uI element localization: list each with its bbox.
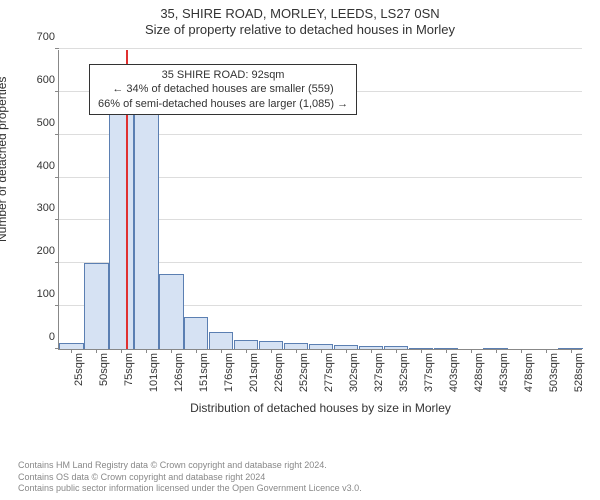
y-tick-label: 0 xyxy=(49,331,59,343)
y-tick-label: 700 xyxy=(37,31,59,43)
histogram-bar xyxy=(234,340,258,349)
histogram-bar xyxy=(184,317,208,349)
x-tick-label: 327sqm xyxy=(371,349,385,392)
histogram-bar xyxy=(109,113,133,349)
x-tick-label: 302sqm xyxy=(346,349,360,392)
annotation-line-3: 66% of semi-detached houses are larger (… xyxy=(98,97,348,111)
x-tick-label: 201sqm xyxy=(246,349,260,392)
chart-container: Number of detached properties Distributi… xyxy=(0,42,600,442)
histogram-bar xyxy=(84,263,108,349)
x-tick-label: 75sqm xyxy=(121,349,135,386)
histogram-bar xyxy=(159,274,183,349)
x-tick-label: 478sqm xyxy=(521,349,535,392)
plot-area: Distribution of detached houses by size … xyxy=(58,50,582,350)
title-line-2: Size of property relative to detached ho… xyxy=(0,22,600,38)
x-tick-label: 126sqm xyxy=(171,349,185,392)
x-tick-label: 503sqm xyxy=(546,349,560,392)
y-tick-mark xyxy=(55,48,59,49)
footer-line-1: Contains HM Land Registry data © Crown c… xyxy=(18,460,362,471)
x-tick-label: 428sqm xyxy=(471,349,485,392)
chart-title: 35, SHIRE ROAD, MORLEY, LEEDS, LS27 0SN … xyxy=(0,0,600,39)
y-tick-label: 400 xyxy=(37,160,59,172)
footer-attribution: Contains HM Land Registry data © Crown c… xyxy=(18,460,362,494)
x-tick-label: 352sqm xyxy=(396,349,410,392)
histogram-bar xyxy=(209,332,233,349)
title-line-1: 35, SHIRE ROAD, MORLEY, LEEDS, LS27 0SN xyxy=(0,6,600,22)
x-tick-label: 50sqm xyxy=(96,349,110,386)
x-tick-label: 226sqm xyxy=(271,349,285,392)
y-tick-label: 500 xyxy=(37,117,59,129)
x-tick-label: 453sqm xyxy=(496,349,510,392)
x-tick-label: 151sqm xyxy=(196,349,210,392)
x-tick-label: 176sqm xyxy=(221,349,235,392)
y-tick-label: 600 xyxy=(37,74,59,86)
x-tick-label: 101sqm xyxy=(146,349,160,392)
annotation-box: 35 SHIRE ROAD: 92sqm ← 34% of detached h… xyxy=(89,64,357,115)
y-tick-label: 100 xyxy=(37,288,59,300)
y-tick-label: 300 xyxy=(37,202,59,214)
x-tick-label: 25sqm xyxy=(71,349,85,386)
y-tick-label: 200 xyxy=(37,245,59,257)
x-tick-label: 403sqm xyxy=(446,349,460,392)
x-tick-label: 252sqm xyxy=(296,349,310,392)
x-axis-label: Distribution of detached houses by size … xyxy=(59,401,582,415)
y-axis-label: Number of detached properties xyxy=(0,77,9,242)
histogram-bar xyxy=(259,341,283,349)
footer-line-2: Contains OS data © Crown copyright and d… xyxy=(18,472,362,483)
x-tick-label: 528sqm xyxy=(571,349,585,392)
annotation-line-2: ← 34% of detached houses are smaller (55… xyxy=(98,82,348,96)
x-tick-label: 377sqm xyxy=(421,349,435,392)
footer-line-3: Contains public sector information licen… xyxy=(18,483,362,494)
x-tick-label: 277sqm xyxy=(321,349,335,392)
y-gridline xyxy=(59,48,582,49)
histogram-bar xyxy=(134,109,158,349)
annotation-line-1: 35 SHIRE ROAD: 92sqm xyxy=(98,68,348,82)
